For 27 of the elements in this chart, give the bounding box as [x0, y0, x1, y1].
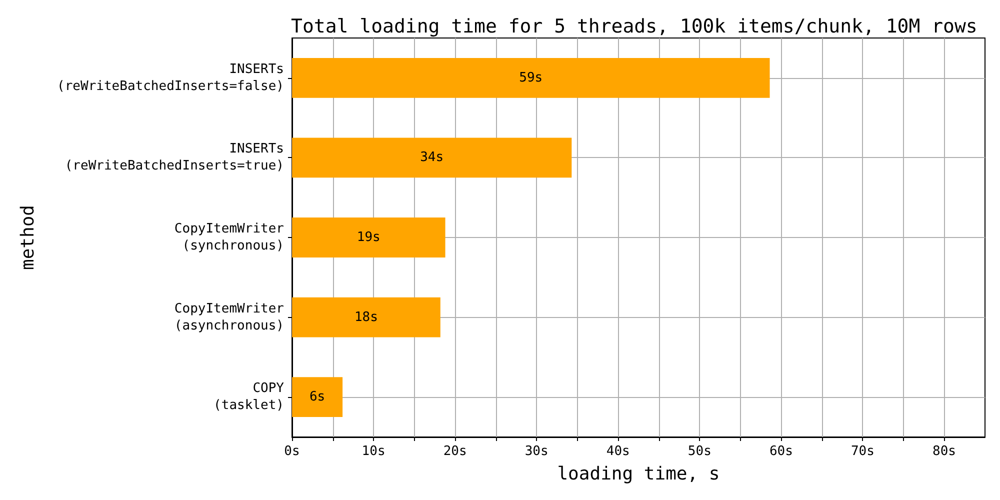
bar — [292, 377, 343, 418]
data-label: 18s — [354, 310, 378, 325]
y-tick-label: INSERTs (reWriteBatchedInserts=true) — [64, 142, 284, 174]
y-tick-label: COPY (tasklet) — [214, 381, 284, 414]
bar — [292, 58, 770, 98]
data-label: 19s — [356, 230, 380, 245]
x-tick-label: 0s — [284, 444, 300, 459]
x-tick-label: 50s — [688, 444, 712, 459]
x-tick-label: 80s — [932, 444, 956, 459]
y-tick-label: INSERTs (reWriteBatchedInserts=false) — [57, 62, 284, 94]
y-tick-label: CopyItemWriter (asynchronous) — [174, 301, 284, 334]
data-label: 6s — [309, 390, 326, 405]
x-tick-label: 60s — [769, 444, 793, 459]
chart-title: Total loading time for 5 threads, 100k items/chunk, 10M rows — [291, 16, 978, 38]
bar — [292, 297, 440, 338]
y-tick-label: CopyItemWriter (synchronous) — [174, 222, 284, 254]
data-label: 34s — [420, 150, 444, 166]
x-tick-label: 10s — [362, 444, 386, 459]
data-label: 59s — [519, 70, 543, 86]
bar — [292, 218, 446, 258]
y-axis-title: method — [18, 204, 38, 270]
x-tick-label: 40s — [606, 444, 630, 459]
x-tick-label: 70s — [850, 444, 874, 459]
bar — [292, 138, 572, 178]
x-tick-label: 30s — [524, 444, 548, 459]
x-axis-title: loading time, s — [557, 464, 720, 484]
x-tick-label: 20s — [443, 444, 467, 459]
